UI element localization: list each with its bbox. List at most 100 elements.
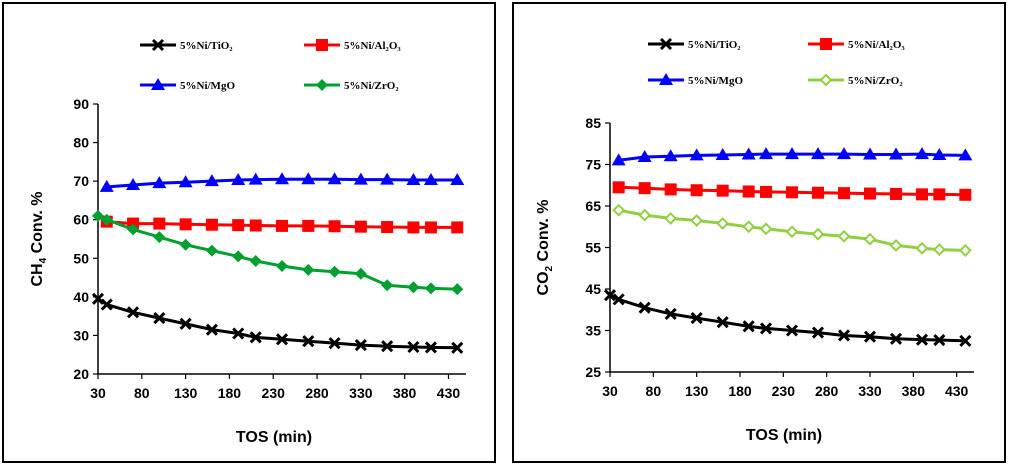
data-point xyxy=(451,341,464,354)
legend-marker xyxy=(316,79,328,91)
data-point xyxy=(354,220,367,233)
y-tick-label: 35 xyxy=(585,323,601,339)
data-point xyxy=(231,172,246,185)
data-point xyxy=(759,322,773,335)
data-point xyxy=(837,229,851,243)
data-point xyxy=(611,153,626,166)
data-point xyxy=(638,208,652,222)
legend-marker xyxy=(819,73,833,87)
data-point xyxy=(328,220,341,233)
data-point xyxy=(126,306,140,319)
data-point xyxy=(932,147,947,160)
data-point xyxy=(249,254,262,267)
legend-entry-5ni-zro2: 5%Ni/ZrO₂ xyxy=(304,79,399,92)
x-tick-label: 430 xyxy=(945,383,969,399)
legend-entry-5ni-mgo: 5%Ni/MgO xyxy=(140,78,235,92)
series-5ni-mgo xyxy=(611,147,973,166)
x-tick-label: 280 xyxy=(815,383,839,399)
legend-marker xyxy=(151,78,165,90)
legend-label: 5%Ni/MgO xyxy=(180,80,235,92)
data-point xyxy=(406,172,421,185)
legend-marker xyxy=(659,37,673,51)
data-point xyxy=(153,312,166,325)
x-tick-label: 330 xyxy=(349,385,373,401)
data-point xyxy=(837,147,851,160)
data-point xyxy=(381,340,394,353)
y-tick-label: 70 xyxy=(73,173,89,189)
data-point xyxy=(915,241,929,255)
data-point xyxy=(205,323,218,336)
data-point xyxy=(932,243,946,256)
data-point xyxy=(301,172,316,185)
co2-conversion-chart: 25 35 45 55 65 75 85 30 80 130 180 230 280 330 380 430 T… xyxy=(535,37,974,444)
data-point xyxy=(380,172,395,185)
y-axis-title: CO2 Conv. % xyxy=(535,200,555,296)
series-line xyxy=(609,293,966,343)
data-point xyxy=(353,172,368,185)
data-point xyxy=(179,238,192,251)
legend-marker xyxy=(151,38,165,52)
series-5ni-zro2 xyxy=(612,203,972,257)
co2-conversion-chart-panel: 25 35 45 55 65 75 85 30 80 130 180 230 280 330 380 430 T… xyxy=(512,2,1006,463)
data-point xyxy=(889,332,903,345)
data-point xyxy=(959,334,972,347)
data-point xyxy=(958,243,972,257)
data-point xyxy=(612,181,625,194)
data-point xyxy=(785,324,799,337)
data-point xyxy=(663,149,678,162)
data-point xyxy=(126,178,141,190)
y-tick-label: 25 xyxy=(585,364,601,380)
data-point xyxy=(690,311,703,325)
data-point xyxy=(741,147,756,160)
data-point xyxy=(916,188,928,201)
data-point xyxy=(716,217,730,230)
data-point xyxy=(302,263,315,276)
legend-label: 5%Ni/TiO₂ xyxy=(688,39,741,51)
data-point xyxy=(664,212,678,225)
legend-label: 5%Ni/ZrO₂ xyxy=(344,80,399,92)
legend-marker xyxy=(659,73,673,85)
data-point xyxy=(381,221,394,234)
x-tick-label: 30 xyxy=(602,383,618,399)
data-point xyxy=(275,333,289,346)
y-tick-label: 50 xyxy=(73,250,89,266)
data-point xyxy=(152,176,167,189)
x-tick-label: 330 xyxy=(858,383,882,399)
data-point xyxy=(786,186,798,199)
series-line xyxy=(97,297,458,350)
legend-entry-5ni-zro2: 5%Ni/ZrO₂ xyxy=(808,73,903,87)
y-tick-label: 40 xyxy=(73,289,89,305)
data-point xyxy=(603,289,617,302)
data-point xyxy=(232,219,245,232)
data-point xyxy=(742,185,755,198)
data-point xyxy=(760,185,772,198)
data-point xyxy=(785,147,799,160)
data-point xyxy=(759,147,773,160)
data-point xyxy=(204,174,219,187)
data-point xyxy=(451,221,464,234)
data-point xyxy=(328,265,341,278)
series-5ni-al2o3 xyxy=(612,181,972,201)
x-tick-label: 180 xyxy=(218,385,242,401)
data-point xyxy=(407,221,420,234)
data-point xyxy=(179,218,192,231)
data-point xyxy=(838,187,850,200)
data-point xyxy=(232,250,245,263)
legend-label: 5%Ni/Al₂O₃ xyxy=(344,40,401,52)
data-point xyxy=(249,219,262,232)
data-point xyxy=(381,279,394,292)
data-point xyxy=(407,340,420,354)
data-point xyxy=(127,223,140,236)
y-tick-label: 90 xyxy=(73,96,89,112)
series-5ni-al2o3 xyxy=(100,215,464,234)
legend-label: 5%Ni/ZrO₂ xyxy=(848,75,903,87)
data-point xyxy=(915,147,929,160)
data-point xyxy=(742,220,756,234)
data-point xyxy=(638,182,651,195)
legend-label: 5%Ni/TiO₂ xyxy=(180,40,233,52)
legend-marker xyxy=(820,38,832,50)
data-point xyxy=(249,331,262,344)
data-point xyxy=(205,244,218,257)
y-tick-label: 30 xyxy=(73,327,89,343)
data-point xyxy=(451,283,464,296)
